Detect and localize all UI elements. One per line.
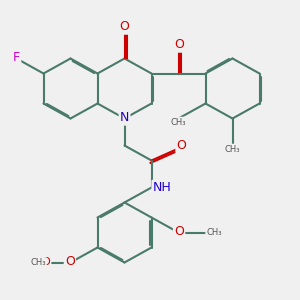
Text: CH₃: CH₃ xyxy=(206,228,222,237)
Text: CH₃: CH₃ xyxy=(30,258,46,267)
Text: CH₃: CH₃ xyxy=(171,118,186,127)
Text: O: O xyxy=(41,257,50,267)
Text: CH₃: CH₃ xyxy=(225,145,240,154)
Text: N: N xyxy=(120,111,129,124)
Text: O: O xyxy=(174,225,184,239)
Text: O: O xyxy=(120,20,129,34)
Text: O: O xyxy=(174,38,184,52)
Text: NH: NH xyxy=(153,181,171,194)
Text: O: O xyxy=(177,139,186,152)
Text: O: O xyxy=(65,255,75,268)
Text: F: F xyxy=(13,51,20,64)
